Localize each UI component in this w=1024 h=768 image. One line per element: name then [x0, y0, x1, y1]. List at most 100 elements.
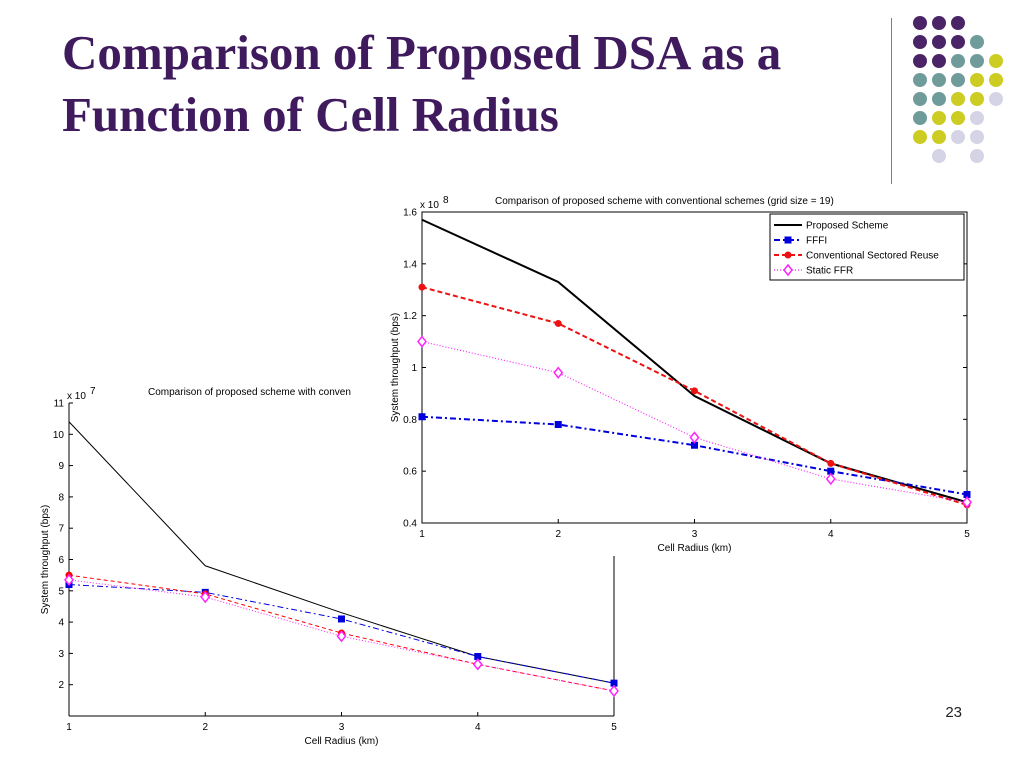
series-line [421, 218, 968, 504]
legend-box [769, 213, 965, 281]
decorative-dot [970, 54, 984, 68]
legend-entry: Proposed Scheme [806, 221, 889, 232]
y-tick-label: 9 [58, 461, 64, 472]
y-tick-label: 2 [58, 680, 64, 691]
series-4 [417, 335, 972, 509]
decorative-dot [913, 73, 927, 87]
decorative-dot [932, 35, 946, 49]
decorative-dot [970, 73, 984, 87]
data-point [554, 421, 562, 429]
y-exponent-label: x 10 [420, 200, 439, 211]
y-axis-label: System throughput (bps) [390, 313, 401, 423]
decorative-dot [913, 35, 927, 49]
y-tick-label: 0.4 [403, 519, 417, 530]
data-point [200, 590, 211, 604]
decorative-dot [970, 35, 984, 49]
x-tick-label: 4 [475, 722, 481, 733]
data-point [472, 658, 483, 671]
legend-marker [784, 251, 792, 259]
legend-marker [784, 236, 792, 244]
series-2 [418, 413, 971, 498]
decorative-dot [932, 111, 946, 125]
decorative-dot [951, 54, 965, 68]
decorative-dot [951, 92, 965, 106]
x-tick-label: 3 [692, 529, 698, 540]
y-tick-label: 11 [54, 399, 65, 410]
legend-entry: Static FFR [806, 266, 853, 277]
y-exponent-value: 7 [90, 386, 96, 397]
y-tick-label: 1.4 [403, 259, 417, 270]
y-exponent-value: 8 [443, 195, 449, 206]
decorative-dot [932, 149, 946, 163]
decorative-dot [951, 73, 965, 87]
y-tick-label: 0.8 [403, 415, 417, 426]
decorative-dot [913, 111, 927, 125]
y-tick-label: 3 [58, 649, 64, 660]
x-tick-label: 3 [339, 722, 345, 733]
decorative-dot [951, 35, 965, 49]
page-number: 23 [945, 704, 962, 721]
chart-title: Comparison of proposed scheme with conve… [148, 387, 351, 398]
data-point [417, 335, 427, 348]
decorative-dot [970, 130, 984, 144]
chart-title: Comparison of proposed scheme with conve… [495, 196, 834, 207]
x-tick-label: 5 [964, 529, 970, 540]
y-exponent-label: x 10 [67, 391, 86, 402]
y-tick-label: 0.6 [403, 467, 417, 478]
legend-marker [783, 263, 793, 277]
data-point [825, 472, 836, 486]
data-point [689, 431, 700, 444]
decorative-dot [913, 54, 927, 68]
decorative-dot [951, 16, 965, 30]
decorative-dot [989, 92, 1003, 106]
y-tick-label: 6 [58, 555, 64, 566]
y-tick-label: 7 [58, 524, 64, 535]
x-tick-label: 5 [611, 722, 617, 733]
data-point [338, 615, 345, 623]
decorative-dot [913, 130, 927, 144]
decorative-dot [970, 92, 984, 106]
decorative-dot [970, 149, 984, 163]
x-axis-label: Cell Radius (km) [305, 736, 379, 747]
decorative-dot [932, 16, 946, 30]
decorative-dot [932, 54, 946, 68]
decorative-dot [989, 73, 1003, 87]
decorative-dot [989, 54, 1003, 68]
chart-right: 1 2 3 4 5 0.4 0.6 0.8 1 1.2 1.4 1.6x 10 8 Comparison … [390, 195, 972, 554]
title-divider [891, 18, 892, 184]
x-tick-label: 1 [419, 529, 425, 540]
x-tick-label: 4 [828, 529, 834, 540]
decorative-dot [913, 92, 927, 106]
series-1 [421, 218, 968, 504]
decorative-dot [932, 130, 946, 144]
x-tick-label: 1 [66, 722, 72, 733]
series-4 [64, 573, 619, 698]
y-tick-label: 10 [53, 430, 65, 441]
y-tick-label: 5 [58, 586, 64, 597]
decorative-dot [951, 111, 965, 125]
data-point [962, 496, 972, 509]
data-point [609, 684, 619, 698]
data-point [64, 573, 74, 587]
data-point [827, 459, 835, 467]
y-axis-label: System throughput (bps) [40, 505, 51, 615]
slide-title: Comparison of Proposed DSA as a Function… [62, 25, 782, 142]
decorative-dot [932, 92, 946, 106]
y-tick-label: 8 [58, 492, 64, 503]
data-point [691, 387, 698, 395]
legend-entry: FFFI [806, 236, 827, 247]
y-tick-label: 1.2 [403, 311, 417, 322]
data-point [418, 413, 426, 421]
y-tick-label: 1.6 [403, 208, 417, 219]
data-point [336, 629, 347, 643]
decorative-dot [970, 111, 984, 125]
data-point [554, 319, 562, 327]
series-line [421, 340, 968, 503]
series-line [68, 574, 615, 692]
x-tick-label: 2 [202, 722, 208, 733]
y-tick-label: 4 [58, 618, 64, 629]
data-point [418, 283, 426, 291]
decorative-dot [913, 16, 927, 30]
data-point [553, 366, 564, 379]
x-tick-label: 2 [555, 529, 561, 540]
